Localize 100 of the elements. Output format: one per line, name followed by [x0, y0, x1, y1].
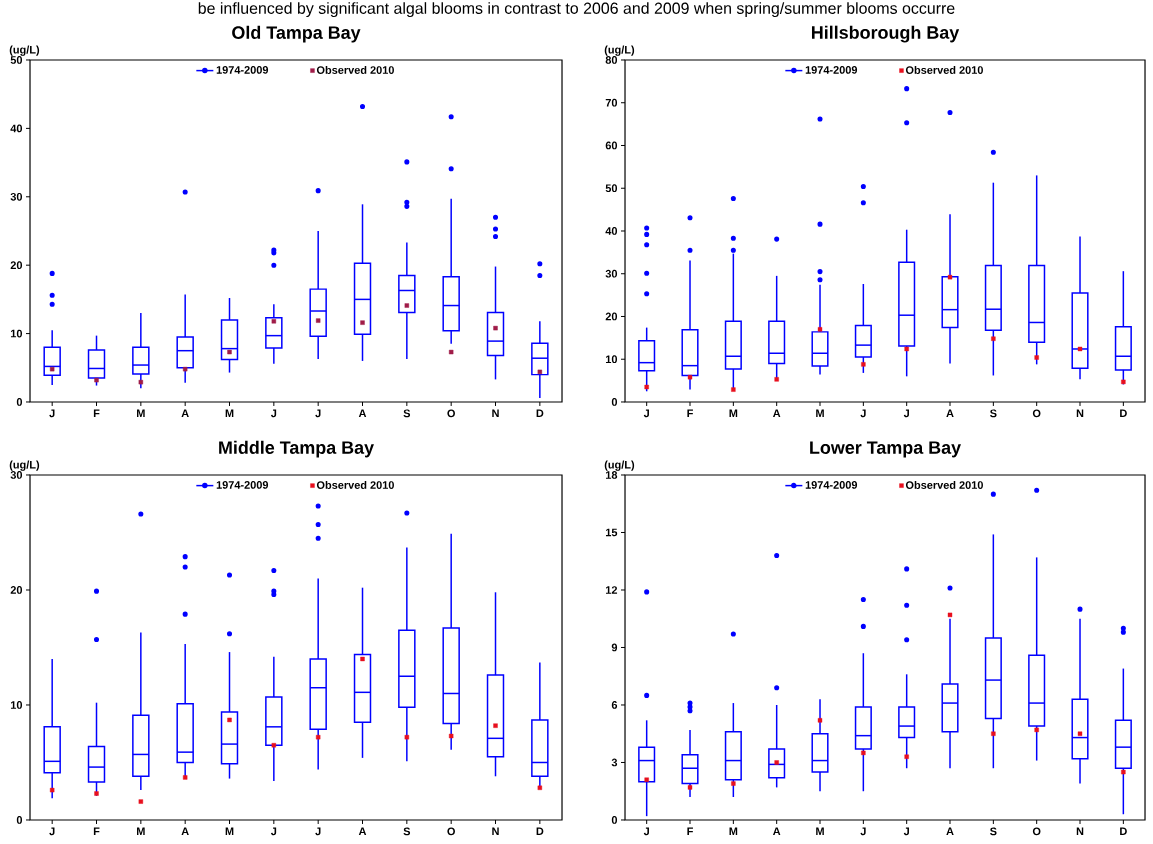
- x-tick-label: J: [315, 827, 321, 836]
- point: [182, 366, 188, 372]
- x-tick-label: S: [990, 827, 997, 836]
- point: [537, 369, 543, 375]
- y-tick-label: 12: [605, 586, 618, 594]
- y-tick-label: 20: [605, 312, 618, 321]
- point: [138, 799, 144, 804]
- y-tick-label: 10: [10, 701, 23, 709]
- point: [991, 336, 996, 341]
- x-tick-label: N: [1076, 827, 1084, 836]
- x-tick-label: M: [137, 827, 145, 836]
- legend-label: Observed 2010: [316, 480, 394, 489]
- point: [404, 734, 410, 740]
- y-tick-label: 9: [611, 643, 618, 652]
- y-tick-label: 6: [611, 701, 618, 709]
- point: [315, 318, 321, 323]
- x-tick-label: J: [270, 409, 277, 418]
- point: [947, 612, 953, 618]
- x-tick-label: J: [270, 827, 277, 836]
- y-tick-label: 3: [611, 758, 618, 767]
- point: [1034, 727, 1039, 733]
- point: [1077, 731, 1083, 736]
- point: [1121, 379, 1126, 385]
- x-tick-label: J: [49, 827, 55, 836]
- point: [817, 327, 823, 332]
- x-tick-label: N: [492, 409, 499, 418]
- x-tick-label: N: [1076, 409, 1084, 418]
- y-tick-label: 40: [10, 124, 23, 133]
- point: [227, 717, 232, 723]
- point: [644, 384, 649, 390]
- x-tick-label: F: [687, 827, 693, 836]
- point: [404, 303, 410, 308]
- y-axis-title: (ug/L): [9, 45, 40, 56]
- point: [94, 377, 99, 383]
- x-tick-label: O: [447, 409, 455, 418]
- point: [904, 754, 909, 759]
- text: be influenced by significant algal blooms in contrast to 2006 and 2009 when spring/summer blooms occurre: [198, 2, 955, 18]
- x-tick-label: A: [946, 827, 954, 836]
- x-tick-label: M: [729, 409, 738, 418]
- y-tick-label: 30: [10, 192, 23, 201]
- y-tick-label: 18: [605, 471, 618, 479]
- y-tick-label: 20: [10, 261, 23, 270]
- point: [493, 325, 498, 331]
- point: [731, 387, 736, 392]
- legend-label: Observed 2010: [905, 480, 983, 489]
- y-tick-label: 10: [605, 355, 618, 364]
- x-tick-label: A: [772, 409, 781, 418]
- legend-label: Observed 2010: [316, 65, 394, 74]
- point: [687, 785, 693, 790]
- point: [774, 377, 779, 382]
- y-tick-label: 30: [10, 471, 23, 479]
- x-tick-label: N: [492, 827, 499, 836]
- point: [94, 791, 99, 796]
- x-tick-label: M: [816, 409, 824, 418]
- x-tick-label: O: [1032, 409, 1041, 418]
- x-tick-label: A: [358, 409, 367, 418]
- point: [537, 785, 543, 790]
- x-tick-label: J: [903, 409, 909, 418]
- point: [448, 349, 454, 355]
- y-tick-label: 50: [605, 184, 618, 193]
- point: [731, 781, 736, 786]
- y-tick-label: 70: [605, 98, 618, 107]
- x-tick-label: D: [536, 827, 544, 836]
- x-tick-label: F: [93, 827, 100, 836]
- chart-title: Hillsborough Bay: [811, 25, 960, 43]
- point: [644, 777, 649, 782]
- y-tick-label: 0: [16, 398, 23, 406]
- x-tick-label: D: [1120, 827, 1127, 836]
- point: [49, 366, 55, 372]
- y-tick-label: 40: [605, 227, 618, 235]
- point: [1077, 346, 1083, 352]
- point: [774, 760, 779, 765]
- point: [271, 319, 277, 324]
- x-tick-label: J: [860, 827, 866, 836]
- y-tick-label: 10: [10, 329, 23, 338]
- point: [448, 733, 454, 739]
- legend-label: 1974-2009: [216, 66, 269, 74]
- point: [360, 656, 365, 662]
- x-tick-label: M: [729, 827, 738, 836]
- y-tick-label: 15: [605, 528, 618, 537]
- x-tick-label: A: [181, 827, 189, 836]
- y-tick-label: 80: [605, 56, 618, 64]
- point: [315, 734, 321, 740]
- chart-title: Lower Tampa Bay: [810, 441, 961, 458]
- point: [49, 787, 55, 793]
- point: [861, 750, 866, 756]
- x-tick-label: F: [93, 409, 100, 418]
- legend-label: 1974-2009: [805, 481, 858, 489]
- x-tick-label: M: [225, 409, 234, 418]
- chart-title: Old Tampa Bay: [232, 25, 361, 43]
- point: [138, 379, 144, 385]
- x-tick-label: J: [643, 409, 649, 418]
- point: [227, 349, 232, 355]
- y-axis-title: (ug/L): [9, 460, 40, 471]
- x-tick-label: O: [1032, 827, 1041, 836]
- point: [991, 731, 996, 736]
- x-tick-label: J: [860, 409, 866, 418]
- x-tick-label: F: [687, 409, 693, 418]
- point: [360, 320, 365, 325]
- x-tick-label: A: [946, 409, 954, 418]
